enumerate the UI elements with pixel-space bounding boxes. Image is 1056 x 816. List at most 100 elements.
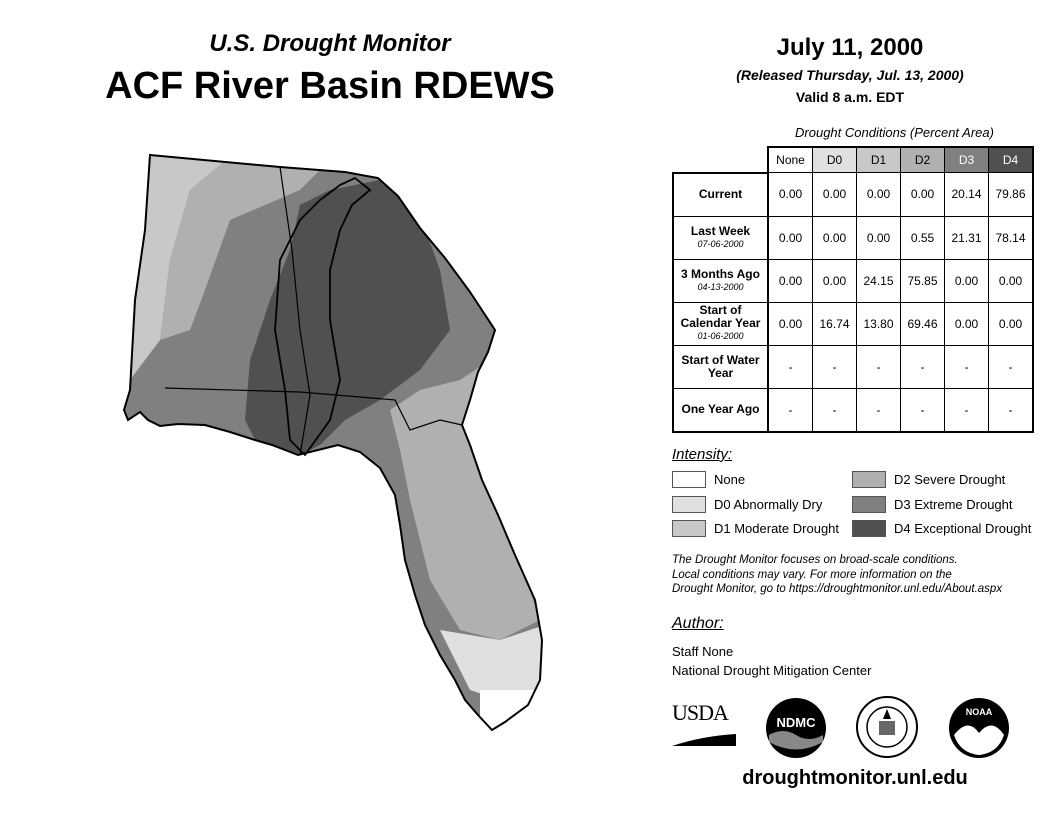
row-date: 07-06-2000 [697,238,744,249]
author-info: Staff None National Drought Mitigation C… [672,642,871,680]
table-cell: - [944,344,989,389]
table-cell: - [988,387,1034,433]
legend-swatch [672,496,706,513]
svg-text:NDMC: NDMC [777,715,817,730]
col-d3: D3 [944,146,989,173]
legend-item: None [672,471,745,488]
table-cell: - [767,387,813,433]
table-row: Last Week 07-06-2000 0.00 0.00 0.00 0.55 21.31… [672,215,1034,260]
author-name: Staff None [672,644,734,659]
table-cell: - [812,344,857,389]
legend-item: D4 Exceptional Drought [852,520,1031,537]
col-d1: D1 [856,146,901,173]
table-cell: 0.00 [944,258,989,303]
legend-label: D0 Abnormally Dry [714,497,823,512]
d2-region-north [160,155,340,340]
table-cell: - [988,344,1034,389]
row-label: Start of Water Year [672,344,769,389]
legend-swatch [672,520,706,537]
subtitle: U.S. Drought Monitor [209,30,451,57]
table-cell: - [944,387,989,433]
table-cell: 0.00 [767,215,813,260]
table-cell: 20.14 [944,172,989,217]
table-cell: 0.00 [944,301,989,346]
ndmc-logo: NDMC [766,698,826,758]
table-cell: 0.00 [988,301,1034,346]
table-cell: 13.80 [856,301,901,346]
table-cell: 21.31 [944,215,989,260]
table-cell: 0.00 [767,258,813,303]
table-cell: 0.00 [812,172,857,217]
valid-time: Valid 8 a.m. EDT [795,89,905,105]
d2-region-peninsula [390,360,540,640]
table-cell: 0.00 [812,215,857,260]
row-date: 04-13-2000 [697,281,744,292]
commerce-seal-logo [856,696,918,758]
table-cell: - [856,387,901,433]
table-cell: 0.00 [988,258,1034,303]
table-cell: 69.46 [900,301,945,346]
table-cell: - [856,344,901,389]
row-label: 3 Months Ago 04-13-2000 [672,258,769,303]
table-row: Start of Water Year - - - - - - [672,344,1034,389]
table-cell: - [767,344,813,389]
table-cell: 78.14 [988,215,1034,260]
note-line: Local conditions may vary. For more info… [672,568,952,581]
legend-item: D2 Severe Drought [852,471,1005,488]
author-heading: Author: [672,615,724,632]
row-label: One Year Ago [672,387,769,433]
noaa-logo: NOAA [949,698,1009,758]
table-cell: 0.00 [767,172,813,217]
table-cell: 0.00 [812,258,857,303]
drought-conditions-table: None D0 D1 D2 D3 D4 Current 0.00 0.00 0.00 0… [672,146,1034,433]
row-label: Current [672,172,769,217]
col-d2: D2 [900,146,945,173]
table-row: 3 Months Ago 04-13-2000 0.00 0.00 24.15 75.85… [672,258,1034,303]
table-cell: 16.74 [812,301,857,346]
table-cell: 75.85 [900,258,945,303]
legend-title: Intensity: [672,446,733,463]
table-cell: 24.15 [856,258,901,303]
col-d0: D0 [812,146,857,173]
note-line: The Drought Monitor focuses on broad-sca… [672,554,958,566]
note-line: Drought Monitor, go to https://droughtmo… [672,583,1003,595]
legend-item: D1 Moderate Drought [672,520,839,537]
legend-label: D4 Exceptional Drought [894,521,1032,536]
row-label: Last Week 07-06-2000 [672,215,769,260]
table-cell: 0.00 [900,172,945,217]
row-label: Start of Calendar Year 01-06-2000 [672,301,769,346]
state-boundaries [123,154,543,731]
no-drought-region [480,690,542,730]
acf-basin-outline [274,176,372,457]
drought-map [123,154,543,731]
table-row: One Year Ago - - - - - - [672,387,1034,433]
table-cell: 0.00 [767,301,813,346]
legend-label: None [714,472,746,487]
legend-label: D3 Extreme Drought [894,497,1013,512]
table-cell: 0.00 [856,172,901,217]
table-row: Start of Calendar Year 01-06-2000 0.00 16.7… [672,301,1034,346]
table-cell: 79.86 [988,172,1034,217]
table-caption: Drought Conditions (Percent Area) [795,125,994,140]
usda-swoosh-icon [672,734,736,746]
legend-label: D1 Moderate Drought [714,521,840,536]
table-cell: - [900,387,945,433]
author-org: National Drought Mitigation Center [672,663,872,678]
d0-region [440,620,542,700]
map-date: July 11, 2000 [776,34,924,61]
col-d4: D4 [988,146,1034,173]
release-date: (Released Thursday, Jul. 13, 2000) [736,67,964,83]
disclaimer-note: The Drought Monitor focuses on broad-sca… [672,553,1052,597]
page-title: ACF River Basin RDEWS [105,65,555,107]
legend-item: D0 Abnormally Dry [672,496,822,513]
svg-text:NOAA: NOAA [966,707,993,717]
table-cell: - [900,344,945,389]
legend-swatch [852,471,886,488]
footer-url[interactable]: droughtmonitor.unl.edu [742,767,968,789]
legend-swatch [852,520,886,537]
table-cell: 0.00 [856,215,901,260]
table-row: Current 0.00 0.00 0.00 0.00 20.14 79.86 [672,172,1034,217]
legend-item: D3 Extreme Drought [852,496,1013,513]
table-cell: - [812,387,857,433]
legend-swatch [852,496,886,513]
